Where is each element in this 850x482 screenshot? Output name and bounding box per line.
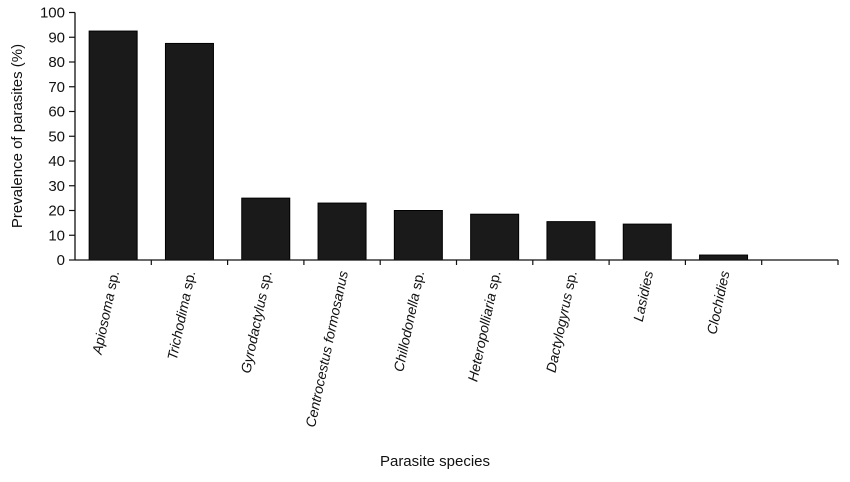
- y-tick-label: 0: [57, 252, 65, 269]
- bar: [546, 221, 596, 261]
- bar: [470, 213, 520, 261]
- y-tick-label: 30: [48, 178, 65, 195]
- category-suffix: sp.: [254, 269, 274, 294]
- y-tick-label: 80: [48, 54, 65, 71]
- y-tick-label: 10: [48, 227, 65, 244]
- category-suffix: sp.: [560, 269, 580, 294]
- category-suffix: sp.: [102, 269, 122, 294]
- category-name: Lasidies: [630, 269, 656, 323]
- category-suffix: sp.: [483, 269, 503, 294]
- category-name: Clochidies: [703, 269, 732, 336]
- y-tick-label: 100: [40, 5, 65, 22]
- category-suffix: sp.: [178, 269, 198, 294]
- x-tick-label: Trichodima sp.: [164, 269, 199, 361]
- y-tick-label: 40: [48, 153, 65, 170]
- category-name: Trichodima: [164, 291, 194, 361]
- bar: [317, 202, 367, 261]
- y-tick-label: 70: [48, 79, 65, 96]
- category-suffix: sp.: [407, 269, 427, 294]
- x-tick-label: Lasidies: [630, 269, 656, 323]
- category-name: Centrocestus formosanus: [302, 269, 351, 428]
- y-tick-label: 90: [48, 29, 65, 46]
- category-name: Apiosoma: [89, 291, 118, 356]
- y-axis-title: Prevalence of parasites (%): [9, 44, 26, 228]
- x-tick-label: Gyrodactylus sp.: [237, 269, 274, 374]
- x-tick-label: Dactylogyrus sp.: [543, 269, 580, 374]
- bar: [622, 223, 672, 261]
- category-name: Dactylogyrus: [543, 291, 575, 373]
- bar: [88, 30, 138, 261]
- x-tick-label: Heteropolliaria sp.: [464, 269, 503, 383]
- bar: [164, 42, 214, 261]
- x-tick-label: Chillodonella sp.: [390, 269, 427, 373]
- x-tick-label: Clochidies: [703, 269, 732, 336]
- category-name: Chillodonella: [390, 291, 422, 373]
- bar: [393, 210, 443, 261]
- x-tick-label: Centrocestus formosanus: [302, 269, 351, 428]
- x-tick-label: Apiosoma sp.: [89, 269, 122, 356]
- y-tick-label: 20: [48, 203, 65, 220]
- category-name: Gyrodactylus: [237, 291, 270, 374]
- y-tick-label: 50: [48, 128, 65, 145]
- bar: [241, 197, 291, 261]
- x-axis-title: Parasite species: [380, 453, 490, 470]
- y-tick-label: 60: [48, 104, 65, 121]
- category-name: Heteropolliaria: [464, 291, 498, 383]
- bar: [699, 254, 749, 261]
